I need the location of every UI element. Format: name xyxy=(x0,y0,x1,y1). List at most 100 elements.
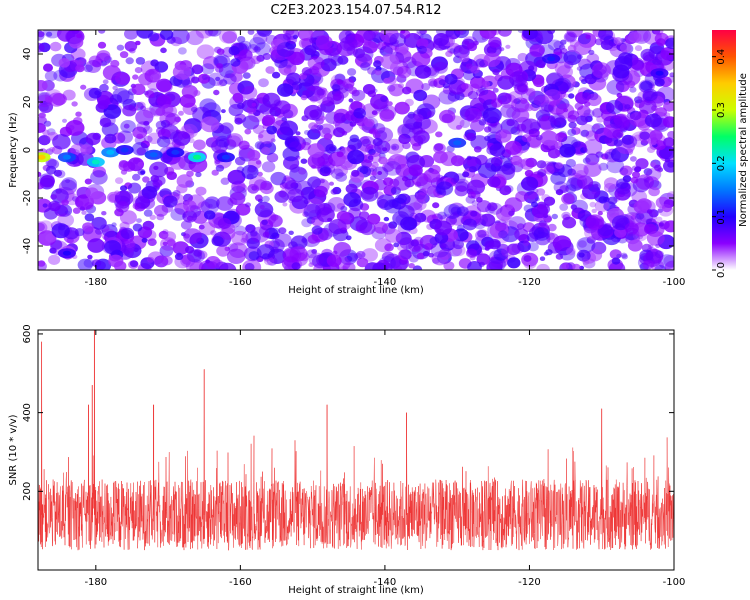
heatmap-cell xyxy=(358,118,373,131)
heatmap-cell xyxy=(383,177,394,186)
heatmap-cell xyxy=(367,67,377,75)
heatmap-cell xyxy=(129,48,136,54)
heatmap-cell xyxy=(619,167,629,176)
heatmap-cell xyxy=(143,135,153,143)
heatmap-cell xyxy=(336,210,350,222)
heatmap-cell xyxy=(618,52,633,65)
heatmap-cell xyxy=(150,105,164,117)
heatmap-cell xyxy=(654,32,669,45)
heatmap-cell xyxy=(142,176,150,183)
heatmap-cell xyxy=(430,241,450,258)
heatmap-cell xyxy=(99,117,112,128)
heatmap-feature-core xyxy=(193,154,201,160)
colorbar-tick-label: 0.2 xyxy=(716,155,727,171)
heatmap-cell xyxy=(132,223,143,232)
heatmap-cell xyxy=(603,177,619,190)
heatmap-cell xyxy=(402,142,411,150)
heatmap-feature-core xyxy=(62,154,71,160)
heatmap-cell xyxy=(228,242,248,258)
heatmap-cell xyxy=(38,123,46,133)
heatmap-cell xyxy=(304,45,317,56)
heatmap-cell xyxy=(118,160,131,172)
heatmap-cell xyxy=(236,183,248,194)
heatmap-feature-core xyxy=(120,147,129,153)
heatmap-cell xyxy=(613,37,623,45)
heatmap-cell xyxy=(431,56,448,71)
heatmap-cell xyxy=(511,97,530,113)
heatmap-cell xyxy=(479,213,496,227)
heatmap-feature-core xyxy=(171,149,180,155)
heatmap-cell xyxy=(259,103,274,115)
heatmap-cell xyxy=(417,45,427,55)
heatmap-cell xyxy=(247,149,261,161)
heatmap-cell xyxy=(436,181,454,196)
heatmap-cell xyxy=(383,161,402,176)
heatmap-cell xyxy=(614,227,627,238)
heatmap-cell xyxy=(517,240,531,253)
heatmap-cell xyxy=(432,202,440,209)
heatmap-cell xyxy=(355,219,373,234)
heatmap-cell xyxy=(180,220,192,230)
heatmap-cell xyxy=(136,133,144,140)
heatmap-cell xyxy=(68,36,84,49)
heatmap-cell xyxy=(270,171,287,186)
heatmap-cell xyxy=(586,248,603,262)
heatmap-cell xyxy=(613,139,623,147)
heatmap-cell xyxy=(523,255,532,262)
heatmap-cell xyxy=(38,30,45,41)
heatmap-cell xyxy=(466,248,478,258)
heatmap-cell xyxy=(384,199,402,214)
heatmap-cell xyxy=(576,175,594,190)
heatmap-cell xyxy=(262,231,270,238)
heatmap-cell xyxy=(412,265,423,270)
heatmap-cell xyxy=(571,127,581,135)
heatmap-cell xyxy=(226,134,233,139)
heatmap-cell xyxy=(38,42,45,53)
heatmap-cell xyxy=(141,186,158,199)
colorbar-tick-label: 0.1 xyxy=(716,209,727,225)
heatmap-cell xyxy=(491,98,503,108)
heatmap-cell xyxy=(397,124,411,136)
x-tick-label: -180 xyxy=(84,277,107,288)
heatmap-cell xyxy=(174,253,184,261)
heatmap-cell xyxy=(624,222,639,235)
heatmap-cell xyxy=(108,254,124,268)
heatmap-cell xyxy=(571,199,588,214)
heatmap-cell xyxy=(254,42,271,56)
heatmap-cell xyxy=(117,130,133,144)
heatmap-cell xyxy=(354,46,374,62)
heatmap-cell xyxy=(360,186,379,202)
heatmap-cell xyxy=(561,193,575,205)
heatmap-cell xyxy=(316,207,335,223)
colorbar-tick-label: 0.0 xyxy=(716,262,727,278)
heatmap-cell xyxy=(193,139,206,151)
heatmap-cell xyxy=(154,204,169,217)
heatmap-cell xyxy=(251,102,257,107)
heatmap-cell xyxy=(658,220,670,230)
heatmap-cell xyxy=(656,216,663,222)
heatmap-cell xyxy=(215,164,225,172)
heatmap-cell xyxy=(162,229,169,235)
heatmap-cell xyxy=(565,159,577,168)
heatmap-cell xyxy=(289,166,308,182)
heatmap-cell xyxy=(483,52,501,67)
heatmap-cell xyxy=(513,98,521,105)
heatmap-cell xyxy=(82,222,94,233)
heatmap-cell xyxy=(665,37,674,49)
heatmap-cell xyxy=(365,143,374,150)
heatmap-cell xyxy=(380,53,399,70)
heatmap-cell xyxy=(663,199,674,208)
heatmap-cell xyxy=(295,131,301,136)
heatmap-cell xyxy=(345,183,358,194)
heatmap-cell xyxy=(42,203,48,208)
heatmap-cell xyxy=(159,245,174,257)
heatmap-cell xyxy=(250,226,270,243)
heatmap-cell xyxy=(143,107,156,119)
heatmap-cell xyxy=(643,251,662,267)
snr-x-label: Height of straight line (km) xyxy=(288,585,424,596)
heatmap-cell xyxy=(583,109,595,119)
heatmap-cell xyxy=(241,164,259,180)
heatmap-cell xyxy=(234,225,247,236)
heatmap-cell xyxy=(517,131,523,137)
heatmap-cell xyxy=(373,60,382,68)
